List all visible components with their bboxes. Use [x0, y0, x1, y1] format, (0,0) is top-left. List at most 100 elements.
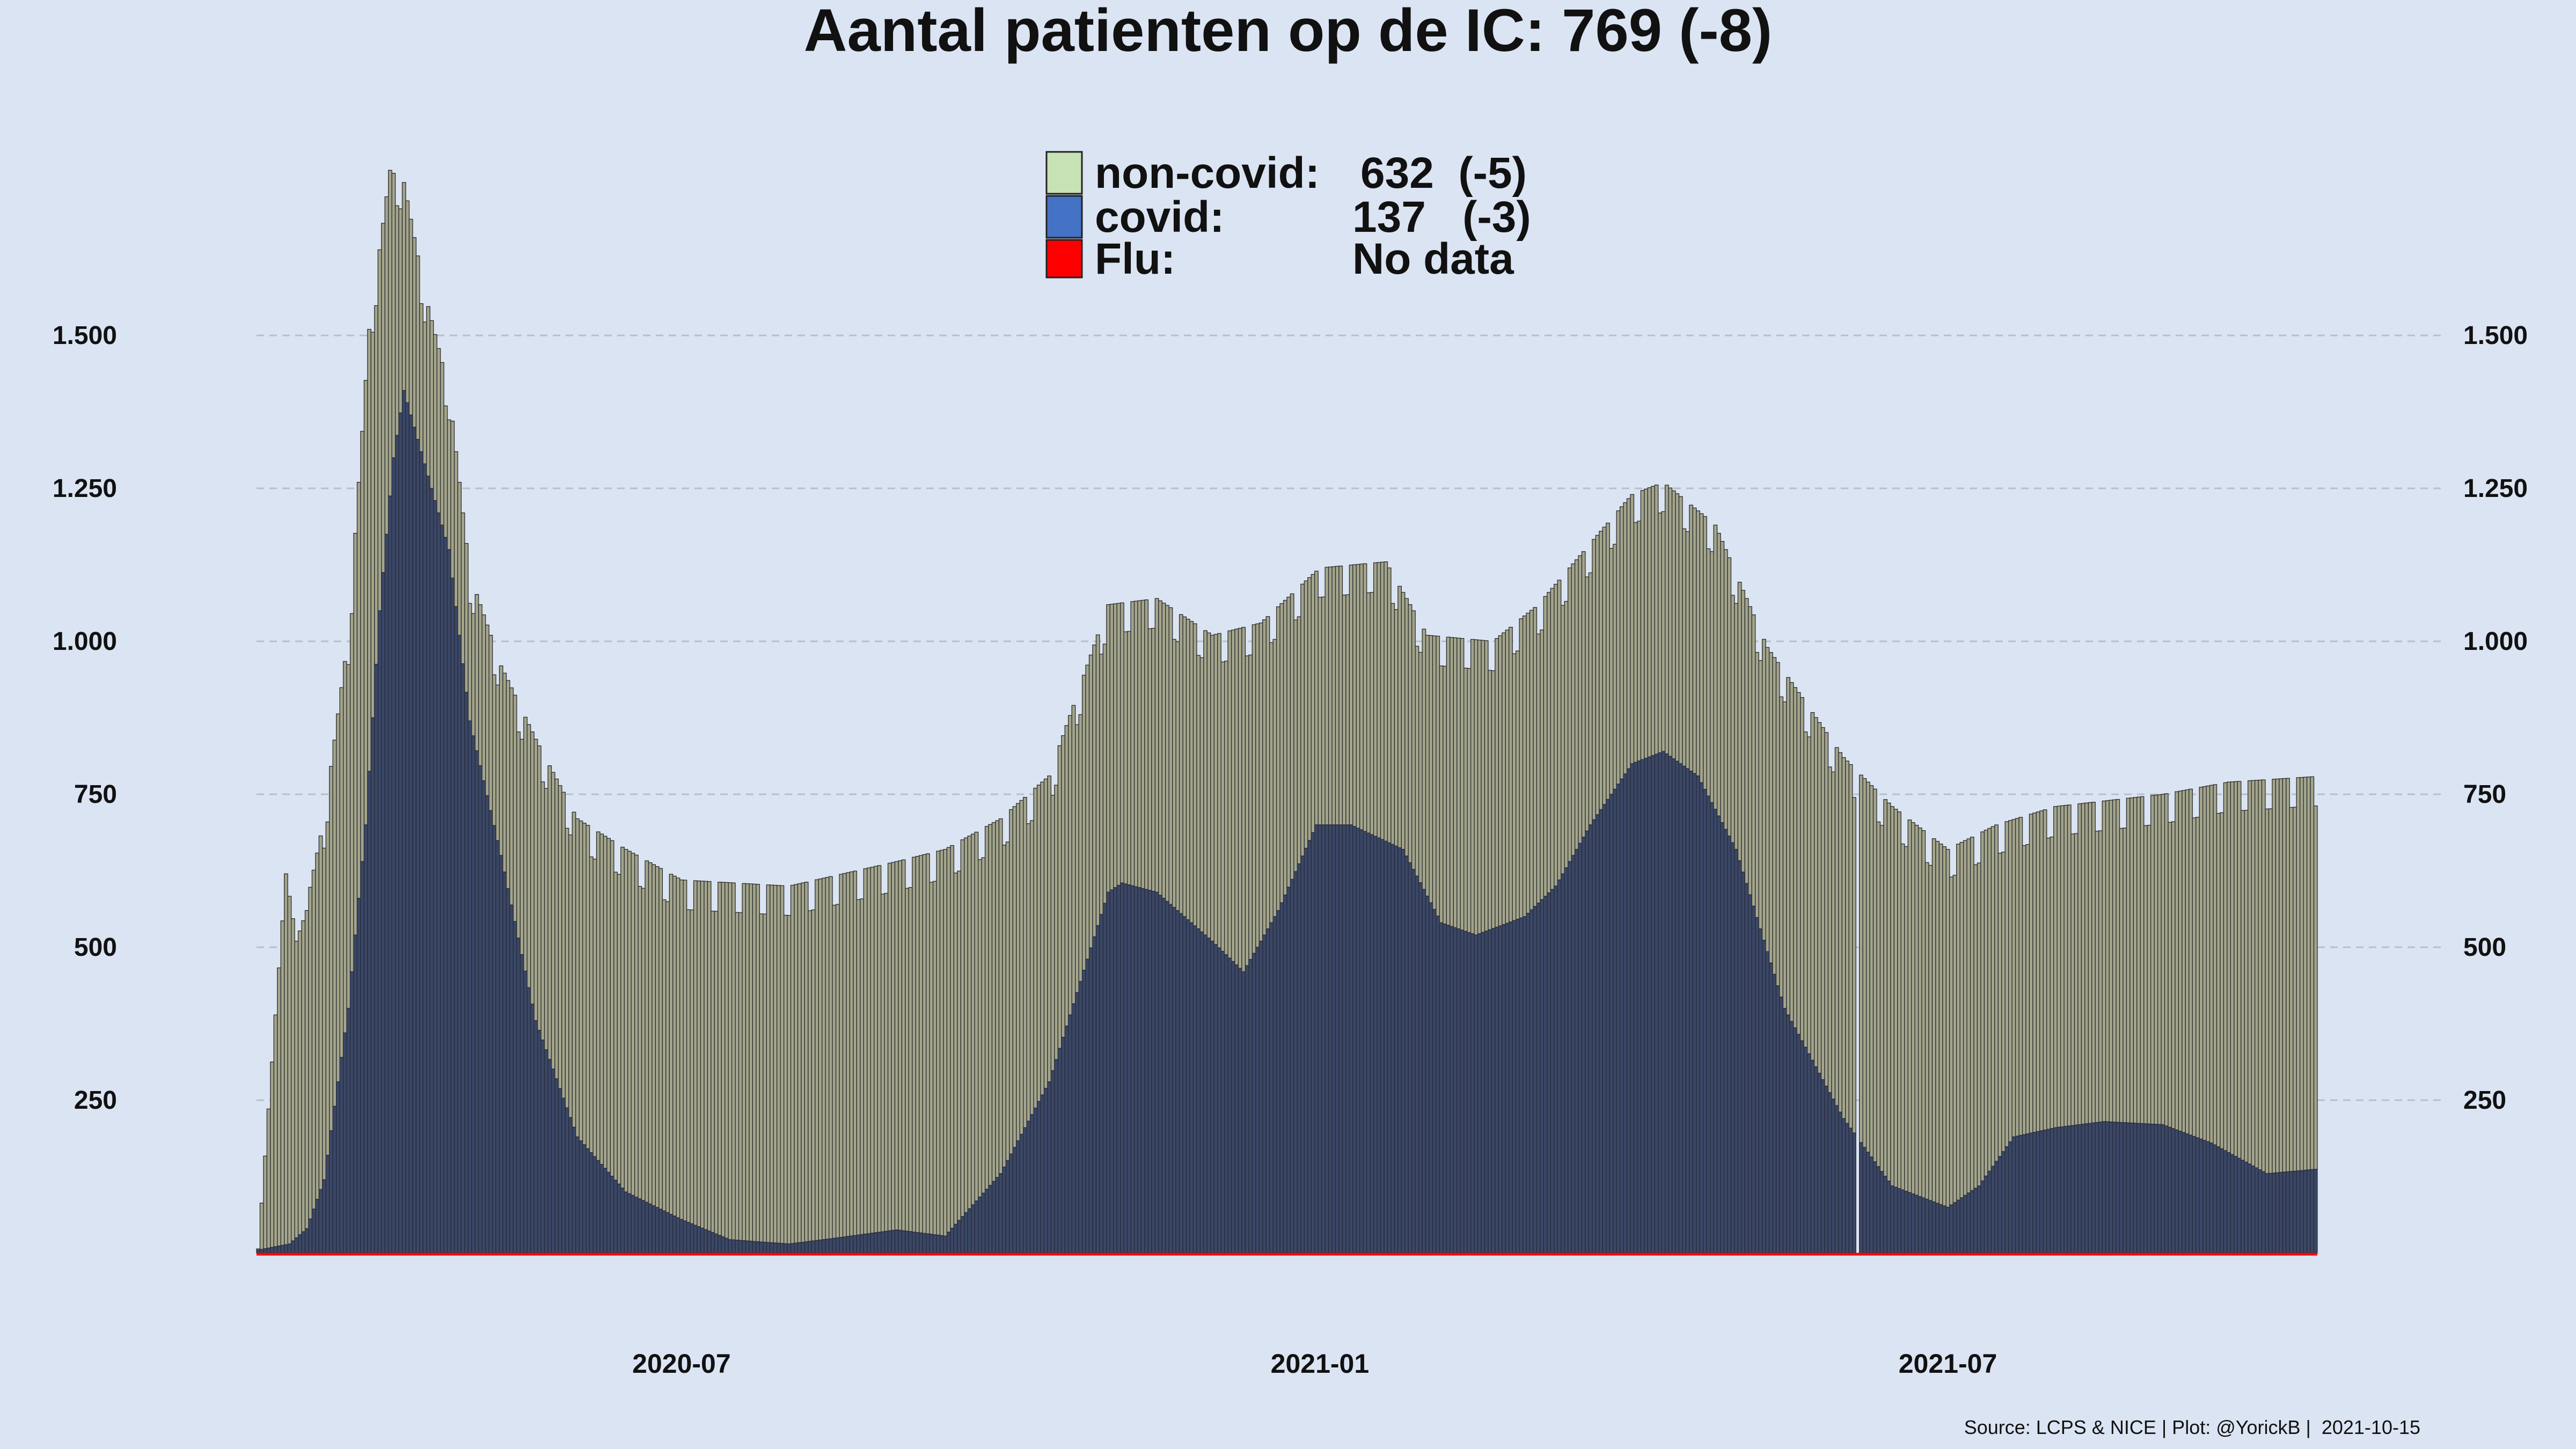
bar-non-covid: [849, 871, 854, 1236]
bar-non-covid: [405, 200, 410, 404]
bar-covid: [1276, 910, 1280, 1254]
bar-non-covid: [652, 864, 656, 1206]
bar-covid: [672, 1216, 677, 1254]
bar-non-covid: [1436, 635, 1440, 917]
bar-non-covid: [995, 820, 1000, 1178]
bar-covid: [1488, 929, 1492, 1254]
bar-non-covid: [1196, 655, 1201, 930]
bar-covid: [2275, 1172, 2280, 1254]
bar-non-covid: [1384, 561, 1388, 842]
bar-non-covid: [2032, 813, 2037, 1133]
bar-covid: [1994, 1161, 1999, 1254]
bar-covid: [1928, 1200, 1933, 1254]
bar-non-covid: [1820, 727, 1825, 1080]
bar-covid: [1637, 760, 1642, 1254]
bar-non-covid: [2313, 806, 2318, 1170]
bar-non-covid: [506, 680, 510, 889]
bar-covid: [1987, 1170, 1992, 1254]
bar-covid: [1408, 862, 1413, 1254]
bar-covid: [901, 1230, 906, 1254]
bar-non-covid: [342, 661, 347, 1034]
bar-covid: [617, 1183, 621, 1254]
bar-non-covid: [502, 672, 507, 873]
bar-covid: [2237, 1158, 2242, 1254]
bar-covid: [1255, 947, 1260, 1254]
bar-covid: [2067, 1125, 2072, 1254]
bar-non-covid: [349, 613, 354, 972]
bar-covid: [415, 439, 420, 1254]
bar-covid: [1203, 934, 1208, 1254]
bar-covid: [1391, 844, 1395, 1254]
bar-non-covid: [2081, 803, 2085, 1125]
bar-non-covid: [641, 888, 646, 1201]
bar-non-covid: [1026, 823, 1031, 1122]
bar-non-covid: [2230, 781, 2235, 1155]
bar-non-covid: [547, 765, 552, 1060]
bar-covid: [1671, 758, 1676, 1254]
bar-covid: [2279, 1172, 2284, 1254]
bar-non-covid: [686, 909, 691, 1223]
bar-covid: [1036, 1101, 1041, 1254]
bar-covid: [1827, 1092, 1832, 1254]
bar-non-covid: [1928, 865, 1933, 1201]
bar-non-covid: [1859, 774, 1863, 1143]
bar-covid: [429, 488, 434, 1254]
bar-covid: [363, 824, 368, 1254]
bar-covid: [1377, 837, 1381, 1254]
bar-non-covid: [679, 879, 684, 1220]
bar-non-covid: [1092, 645, 1097, 938]
bar-non-covid: [2070, 833, 2075, 1126]
bar-covid: [988, 1184, 993, 1254]
bar-non-covid: [1210, 634, 1214, 942]
bar-non-covid: [391, 173, 396, 458]
bar-covid: [2112, 1122, 2117, 1254]
bar-covid: [596, 1160, 601, 1254]
bar-non-covid: [1185, 619, 1190, 920]
bar-covid: [263, 1248, 268, 1254]
bar-covid: [676, 1217, 680, 1254]
bar-covid: [1647, 756, 1652, 1254]
bar-covid: [1720, 822, 1725, 1254]
bar-covid: [704, 1229, 708, 1254]
bar-covid: [266, 1247, 271, 1254]
bar-non-covid: [665, 901, 670, 1213]
bar-non-covid: [579, 821, 583, 1141]
bar-non-covid: [1682, 528, 1687, 767]
bar-covid: [1703, 789, 1707, 1254]
bar-covid: [835, 1237, 840, 1254]
bar-covid: [2272, 1173, 2277, 1254]
bar-covid: [1335, 824, 1340, 1254]
bar-covid: [1467, 932, 1472, 1254]
bar-non-covid: [794, 884, 799, 1243]
bar-covid: [1349, 824, 1353, 1254]
bar-non-covid: [2241, 810, 2245, 1161]
bar-non-covid: [575, 818, 580, 1138]
bar-covid: [766, 1242, 771, 1254]
bar-covid: [2223, 1150, 2228, 1254]
bar-non-covid: [939, 850, 944, 1236]
bar-non-covid: [2126, 797, 2131, 1123]
bar-covid: [711, 1232, 715, 1254]
bar-covid: [558, 1088, 562, 1254]
bar-non-covid: [1206, 632, 1211, 939]
bar-covid: [1723, 829, 1728, 1254]
bar-covid: [1984, 1175, 1988, 1254]
bar-covid: [797, 1242, 802, 1254]
bar-covid: [686, 1222, 691, 1254]
bar-covid: [2189, 1135, 2193, 1254]
bar-non-covid: [2196, 817, 2200, 1138]
bar-covid: [1054, 1059, 1058, 1254]
bar-non-covid: [1952, 875, 1957, 1203]
bar-covid: [974, 1201, 979, 1254]
bar-covid: [1331, 824, 1336, 1254]
y-tick-label-right: 1.500: [2463, 321, 2528, 350]
bar-non-covid: [1352, 564, 1357, 827]
bar-covid: [2060, 1126, 2065, 1254]
bar-covid: [1626, 768, 1631, 1254]
bar-non-covid: [1571, 563, 1576, 856]
bar-covid: [2143, 1123, 2148, 1254]
bar-non-covid: [2018, 817, 2023, 1136]
bar-non-covid: [1203, 630, 1208, 935]
bar-covid: [1033, 1108, 1038, 1254]
bar-covid: [2161, 1124, 2165, 1254]
